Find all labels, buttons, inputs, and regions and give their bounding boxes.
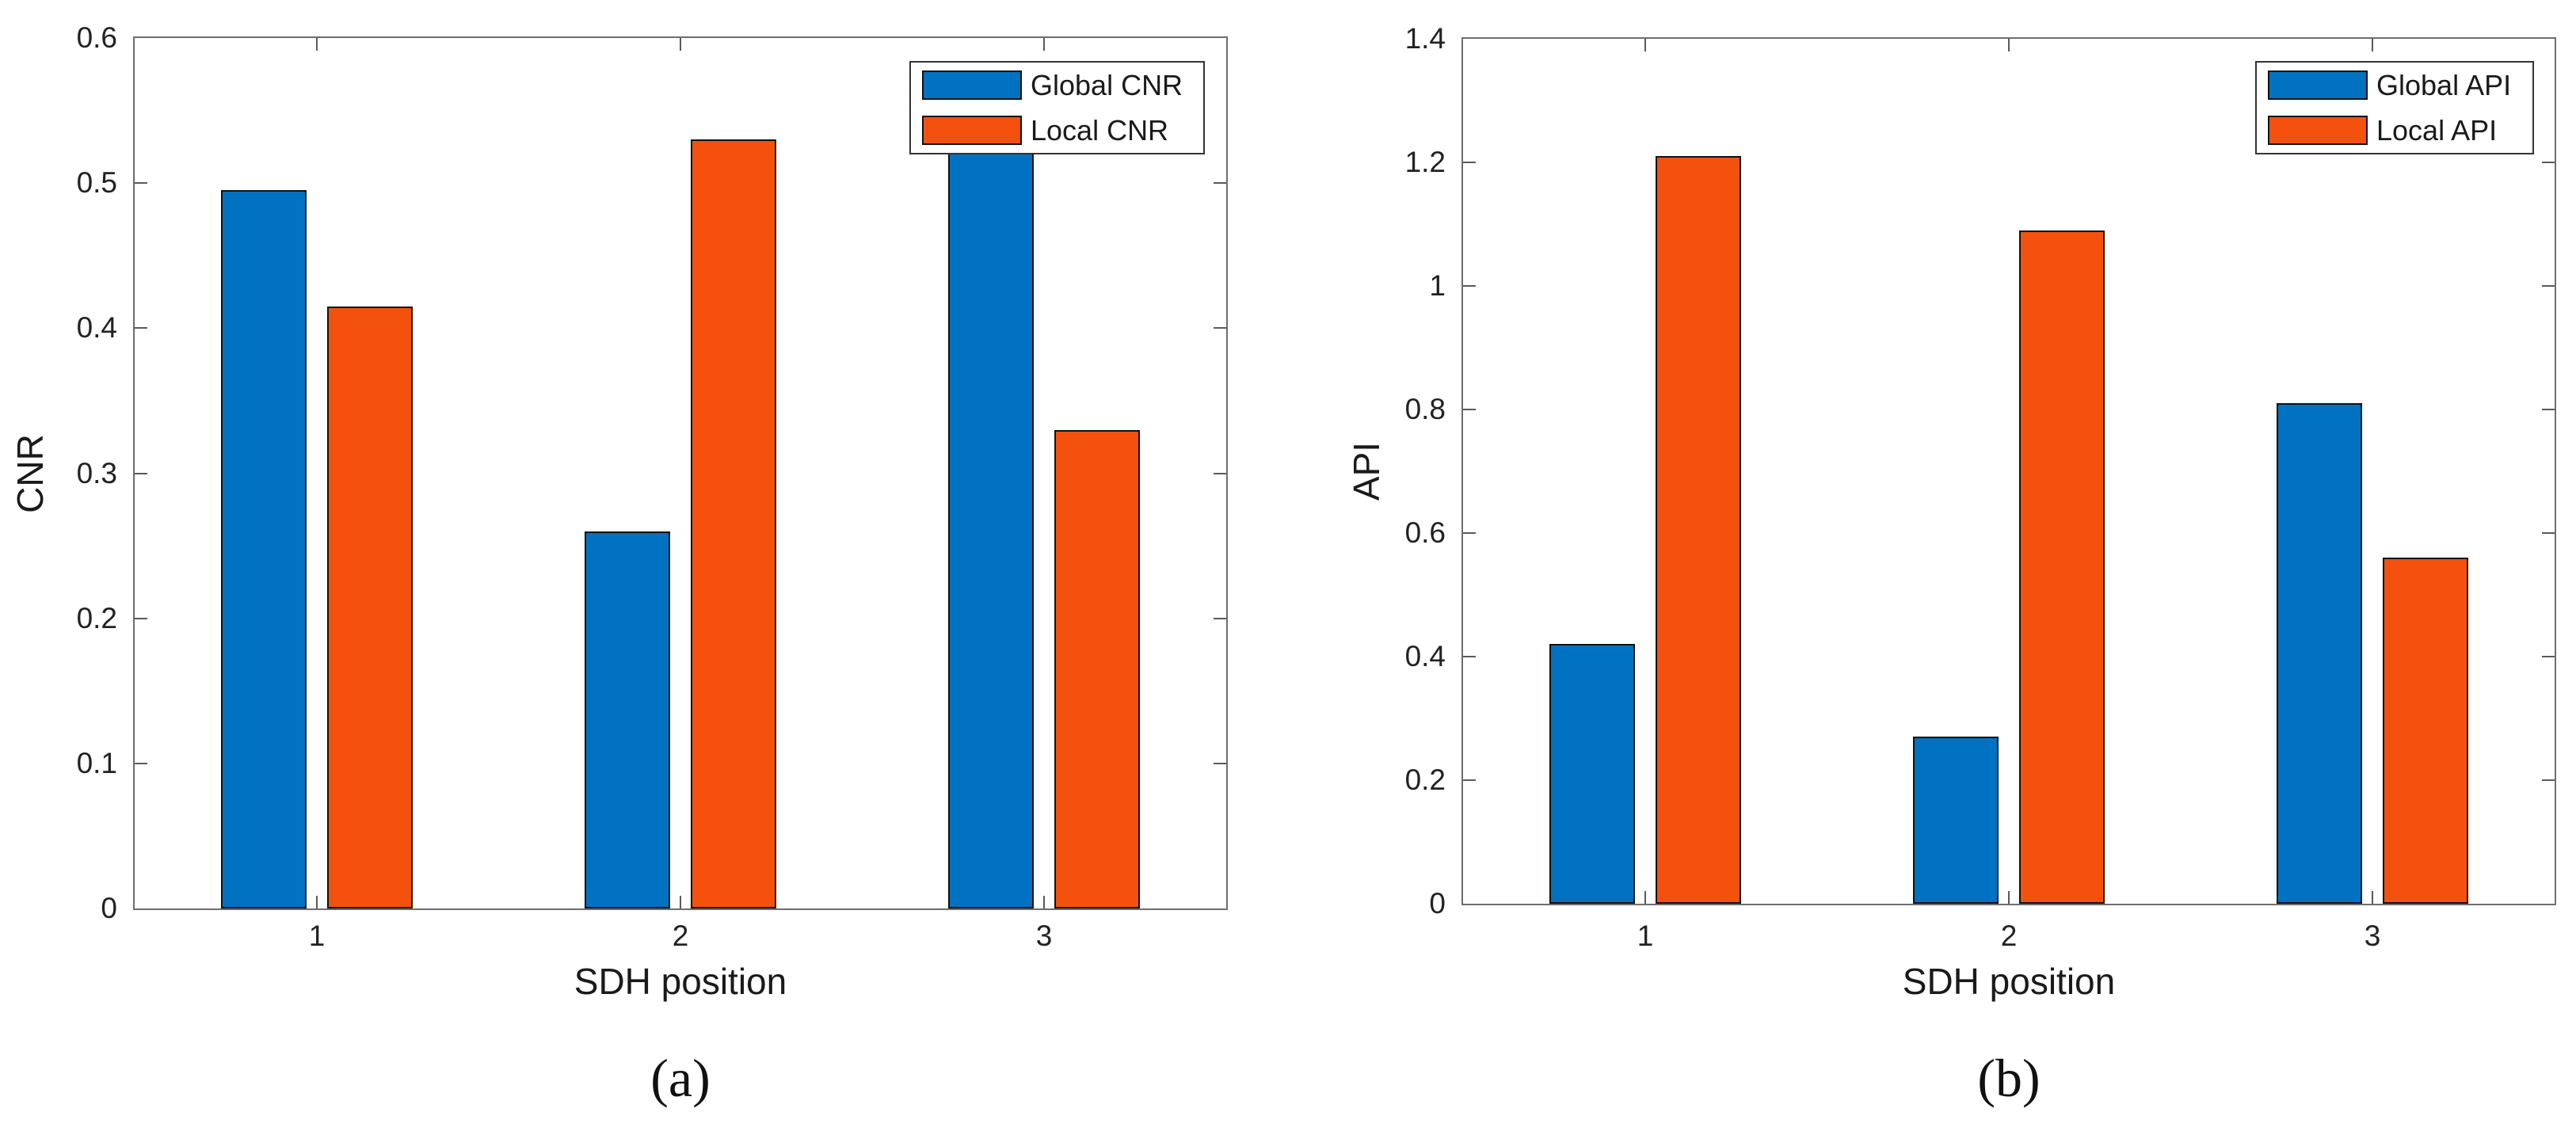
legend-swatch-global-api <box>2268 70 2368 100</box>
bar-local-api-pos1 <box>1656 156 1741 904</box>
x-tick-label: 3 <box>1035 920 1053 952</box>
y-tick-mark <box>1214 473 1226 474</box>
legend-swatch-local-api <box>2268 116 2368 145</box>
cnr-legend: Global CNR Local CNR <box>909 61 1205 154</box>
legend-label: Local CNR <box>1031 113 1169 147</box>
y-tick-label: 0.6 <box>76 21 117 54</box>
x-tick-mark <box>2008 891 2010 904</box>
y-tick-label: 0.8 <box>1404 393 1446 425</box>
x-tick-mark <box>1644 39 1646 51</box>
y-tick-label: 0.5 <box>76 166 117 199</box>
y-tick-mark <box>135 618 147 619</box>
y-tick-label: 0.6 <box>1404 516 1446 549</box>
y-tick-label: 0 <box>1429 887 1446 920</box>
x-tick-mark <box>680 896 681 908</box>
y-tick-label: 1.2 <box>1404 146 1446 178</box>
x-tick-mark <box>2008 39 2010 51</box>
legend-entry: Local CNR <box>922 114 1203 147</box>
y-tick-label: 0.2 <box>1404 764 1446 796</box>
y-tick-mark <box>1463 409 1476 410</box>
x-tick-mark <box>316 896 318 908</box>
y-tick-mark <box>1214 763 1226 764</box>
api-x-axis-label: SDH position <box>1902 961 2116 1002</box>
bar-global-cnr-pos1 <box>221 190 307 908</box>
y-tick-mark <box>135 763 147 764</box>
x-tick-mark <box>316 38 318 51</box>
bar-local-cnr-pos2 <box>691 139 776 908</box>
x-tick-label: 1 <box>1637 920 1654 952</box>
caption-b: (b) <box>1977 1048 2041 1108</box>
cnr-x-axis-label: SDH position <box>574 961 787 1002</box>
y-tick-label: 1 <box>1429 269 1446 302</box>
y-tick-mark <box>1214 182 1226 184</box>
bar-local-cnr-pos1 <box>327 307 413 908</box>
bar-global-api-pos1 <box>1549 644 1635 904</box>
y-tick-mark <box>135 182 147 184</box>
api-chart-plot-area <box>1461 37 2556 905</box>
y-tick-label: 0.1 <box>76 747 117 779</box>
y-tick-label: 0.3 <box>76 457 117 489</box>
y-tick-mark <box>2542 162 2555 163</box>
y-tick-mark <box>1214 327 1226 329</box>
y-tick-mark <box>135 473 147 474</box>
y-tick-mark <box>1463 162 1476 163</box>
x-tick-mark <box>1043 896 1045 908</box>
y-tick-mark <box>2542 532 2555 534</box>
y-tick-mark <box>1214 618 1226 619</box>
bar-global-api-pos3 <box>2277 403 2362 904</box>
x-tick-mark <box>2372 891 2373 904</box>
y-tick-label: 0.2 <box>76 602 117 634</box>
legend-swatch-global-cnr <box>922 70 1022 100</box>
legend-swatch-local-cnr <box>922 116 1022 145</box>
x-tick-label: 3 <box>2364 920 2381 952</box>
y-tick-mark <box>2542 779 2555 781</box>
caption-a: (a) <box>650 1048 711 1108</box>
x-tick-label: 2 <box>672 920 689 952</box>
x-tick-mark <box>2372 39 2373 51</box>
legend-label: Global API <box>2376 68 2512 101</box>
y-tick-mark <box>135 327 147 329</box>
legend-label: Global CNR <box>1031 68 1183 101</box>
legend-entry: Global CNR <box>922 69 1203 102</box>
x-tick-mark <box>1043 38 1045 51</box>
x-tick-label: 2 <box>2000 920 2018 952</box>
y-tick-label: 0 <box>101 892 117 924</box>
y-tick-label: 1.4 <box>1404 22 1446 55</box>
y-tick-mark <box>2542 656 2555 657</box>
y-tick-mark <box>1463 779 1476 781</box>
legend-entry: Local API <box>2268 114 2532 147</box>
x-tick-mark <box>680 38 681 51</box>
y-tick-mark <box>1463 285 1476 287</box>
api-legend: Global API Local API <box>2255 61 2534 154</box>
legend-entry: Global API <box>2268 69 2532 102</box>
bar-global-api-pos2 <box>1913 737 1999 904</box>
bar-local-cnr-pos3 <box>1054 430 1140 908</box>
bar-global-cnr-pos2 <box>585 531 670 908</box>
y-tick-mark <box>2542 285 2555 287</box>
y-tick-label: 0.4 <box>76 311 117 344</box>
x-tick-label: 1 <box>308 920 326 952</box>
y-tick-mark <box>1463 532 1476 534</box>
bar-local-api-pos2 <box>2019 230 2105 904</box>
x-tick-mark <box>1644 891 1646 904</box>
bar-global-cnr-pos3 <box>948 139 1034 908</box>
y-tick-mark <box>2542 409 2555 410</box>
bar-local-api-pos3 <box>2383 558 2468 904</box>
y-tick-label: 0.4 <box>1404 640 1446 672</box>
legend-label: Local API <box>2376 113 2498 147</box>
y-tick-mark <box>1463 656 1476 657</box>
cnr-chart-plot-area <box>133 36 1228 910</box>
api-y-axis-label: API <box>1346 441 1387 501</box>
